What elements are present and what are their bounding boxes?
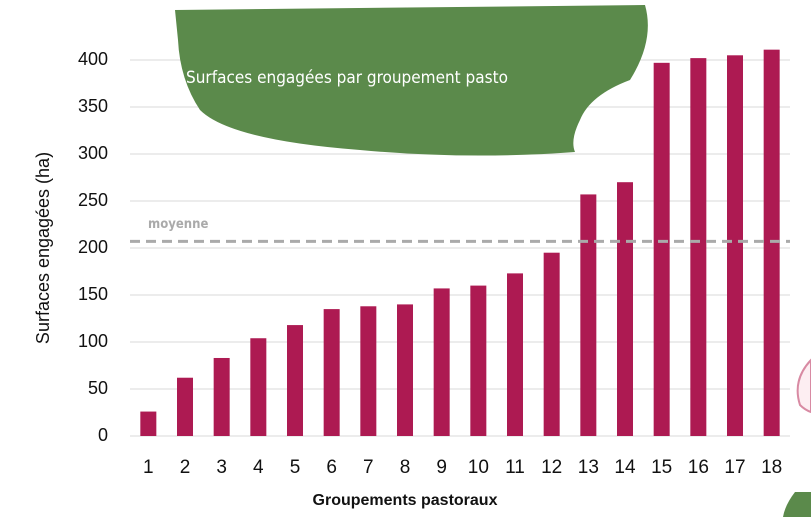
bar xyxy=(324,309,340,436)
x-tick-label: 12 xyxy=(541,457,562,478)
x-tick-label: 11 xyxy=(505,457,525,478)
x-tick-label: 9 xyxy=(436,457,447,478)
x-tick-label: 13 xyxy=(578,457,599,478)
y-tick-label: 300 xyxy=(78,143,108,163)
x-tick-label: 15 xyxy=(651,457,672,478)
x-tick-label: 6 xyxy=(326,457,337,478)
y-tick-label: 150 xyxy=(78,284,108,304)
mean-label: moyenne xyxy=(148,217,208,232)
y-tick-label: 0 xyxy=(98,425,108,445)
bar xyxy=(397,304,413,436)
x-tick-label: 2 xyxy=(180,457,191,478)
pink-decoration xyxy=(798,360,811,412)
x-tick-label: 16 xyxy=(688,457,709,478)
x-tick-label: 3 xyxy=(216,457,227,478)
y-axis-title: Surfaces engagées (ha) xyxy=(33,152,53,344)
x-tick-label: 18 xyxy=(761,457,782,478)
green-decoration xyxy=(783,492,811,517)
bar xyxy=(654,63,670,436)
y-tick-label: 350 xyxy=(78,96,108,116)
bar xyxy=(214,358,230,436)
y-tick-label: 250 xyxy=(78,190,108,210)
bar xyxy=(434,288,450,436)
bar xyxy=(617,182,633,436)
bar xyxy=(690,58,706,436)
bar xyxy=(580,194,596,436)
bar xyxy=(250,338,266,436)
y-tick-label: 50 xyxy=(88,378,108,398)
bar xyxy=(544,253,560,436)
x-tick-label: 5 xyxy=(290,457,301,478)
x-tick-label: 1 xyxy=(143,457,154,478)
bar xyxy=(140,412,156,436)
bar xyxy=(360,306,376,436)
y-tick-label: 200 xyxy=(78,237,108,257)
x-axis-title: Groupements pastoraux xyxy=(313,492,498,509)
x-tick-label: 14 xyxy=(614,457,636,478)
x-tick-label: 10 xyxy=(468,457,489,478)
chart-title: Surfaces engagées par groupement pasto xyxy=(186,68,508,88)
bar xyxy=(177,378,193,436)
bar xyxy=(470,286,486,436)
x-tick-label: 8 xyxy=(400,457,411,478)
y-tick-label: 400 xyxy=(78,49,108,69)
bar xyxy=(507,273,523,436)
x-tick-label: 7 xyxy=(363,457,374,478)
y-tick-label: 100 xyxy=(78,331,108,351)
x-tick-label: 17 xyxy=(724,457,745,478)
bar xyxy=(727,55,743,436)
x-tick-label: 4 xyxy=(253,457,264,478)
chart: 0501001502002503003504001234567891011121… xyxy=(0,0,811,517)
bar xyxy=(287,325,303,436)
